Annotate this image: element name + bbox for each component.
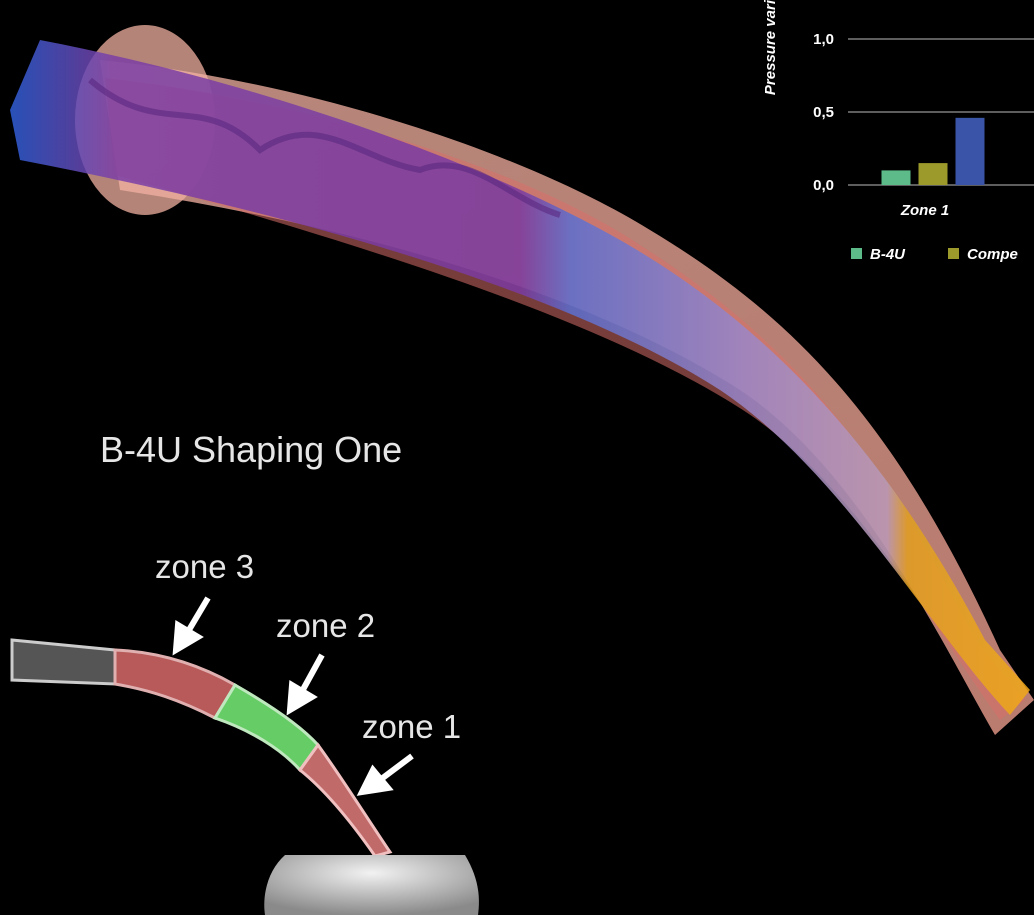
y-axis-label: Pressure vari: [762, 0, 779, 95]
small-canal: [10, 638, 479, 915]
segment-zone3: [113, 648, 238, 720]
zone-label: zone 1: [362, 708, 461, 745]
y-tick-label: 1,0: [813, 31, 834, 48]
x-tick-label: Zone 1: [900, 202, 949, 219]
arrow: [297, 653, 325, 697]
arrows: [172, 596, 414, 796]
segment-zone1: [297, 742, 393, 858]
file-flute: [88, 77, 561, 218]
canal-inner: [105, 78, 1025, 720]
segment-gray: [10, 638, 117, 686]
file: [10, 40, 1030, 715]
y-tick-label: 0,5: [813, 104, 834, 121]
zone-label: zone 2: [276, 607, 375, 644]
bar: [918, 163, 948, 185]
legend-label: B-4U: [870, 246, 906, 263]
y-tick-label: 0,0: [813, 177, 834, 194]
title: B-4U Shaping One: [100, 429, 402, 470]
arrow: [378, 753, 414, 783]
chart: Pressure vari 0,0 0,5 1,0 Zone 1 B-4U Compe: [762, 0, 1034, 263]
bar: [955, 117, 985, 185]
arrow-head: [172, 619, 204, 656]
canal-render: [10, 25, 1034, 735]
legend-label: Compe: [967, 246, 1018, 263]
tooth-base: [264, 855, 479, 915]
arrow-head: [286, 679, 318, 716]
arrow-head: [356, 764, 394, 796]
legend-swatch: [948, 248, 959, 259]
legend-swatch: [851, 248, 862, 259]
zone-label: zone 3: [155, 548, 254, 585]
bar: [881, 170, 911, 185]
